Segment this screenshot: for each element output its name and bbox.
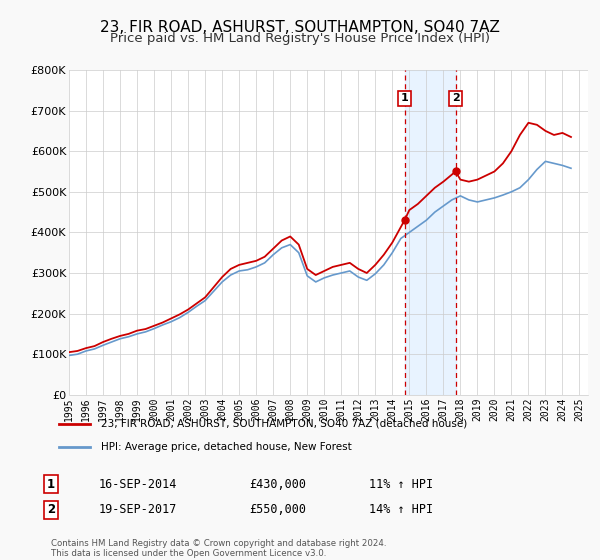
Text: 2: 2 [452,94,460,104]
Text: 23, FIR ROAD, ASHURST, SOUTHAMPTON, SO40 7AZ: 23, FIR ROAD, ASHURST, SOUTHAMPTON, SO40… [100,20,500,35]
Text: 1: 1 [401,94,409,104]
Text: 11% ↑ HPI: 11% ↑ HPI [369,478,433,491]
Text: Contains HM Land Registry data © Crown copyright and database right 2024.
This d: Contains HM Land Registry data © Crown c… [51,539,386,558]
Text: 16-SEP-2014: 16-SEP-2014 [99,478,178,491]
Text: 19-SEP-2017: 19-SEP-2017 [99,503,178,516]
Text: £550,000: £550,000 [249,503,306,516]
Text: 1: 1 [47,478,55,491]
Bar [404,70,455,395]
Text: 2: 2 [47,503,55,516]
Text: £430,000: £430,000 [249,478,306,491]
Text: 14% ↑ HPI: 14% ↑ HPI [369,503,433,516]
Text: HPI: Average price, detached house, New Forest: HPI: Average price, detached house, New … [101,442,352,452]
Text: Price paid vs. HM Land Registry's House Price Index (HPI): Price paid vs. HM Land Registry's House … [110,32,490,45]
Text: 23, FIR ROAD, ASHURST, SOUTHAMPTON, SO40 7AZ (detached house): 23, FIR ROAD, ASHURST, SOUTHAMPTON, SO40… [101,419,467,429]
